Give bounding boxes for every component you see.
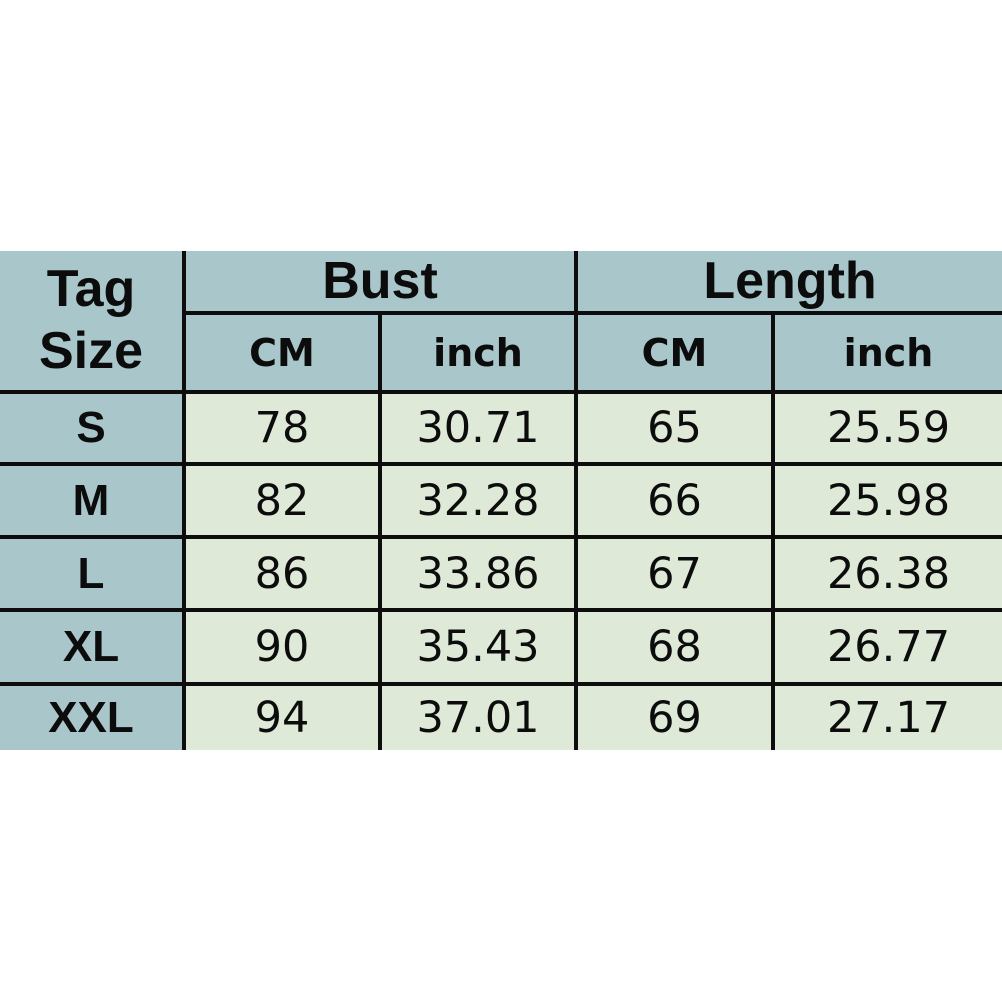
length-cm-value: 67 [576,537,775,612]
size-label: M [0,464,186,539]
size-label: XXL [0,684,186,750]
corner-header-line2: Size [38,321,144,380]
length-inch-value: 27.17 [773,684,1002,750]
bust-cm-value: 90 [184,610,382,686]
bust-cm-value: 86 [184,537,382,612]
group-header-row: Tag Size Bust Length [0,251,1002,394]
unit-header-length-cm: CM [576,313,775,394]
unit-header-bust-inch: inch [380,313,578,394]
table-row-xxl: XXL 94 37.01 69 27.17 [0,684,1002,750]
length-inch-value: 26.38 [773,537,1002,612]
size-label: L [0,537,186,612]
size-label: S [0,392,186,466]
length-inch-value: 25.98 [773,464,1002,539]
table-row-l: L 86 33.86 67 26.38 [0,537,1002,612]
length-cm-value: 69 [576,684,775,750]
size-label: XL [0,610,186,686]
group-header-length: Length [576,251,1002,315]
unit-header-row: CM inch CM inch [0,313,1002,394]
bust-cm-value: 78 [184,392,382,466]
bust-inch-value: 35.43 [380,610,578,686]
length-inch-value: 26.77 [773,610,1002,686]
bust-inch-value: 32.28 [380,464,578,539]
length-cm-value: 66 [576,464,775,539]
length-cm-value: 68 [576,610,775,686]
bust-inch-value: 30.71 [380,392,578,466]
bust-cm-value: 82 [184,464,382,539]
bust-cm-value: 94 [184,684,382,750]
bust-inch-value: 37.01 [380,684,578,750]
corner-header-line1: Tag [46,260,136,319]
bust-inch-value: 33.86 [380,537,578,612]
corner-header-tag-size: Tag Size [0,251,186,394]
unit-header-bust-cm: CM [184,313,382,394]
unit-header-length-inch: inch [773,313,1002,394]
table-row-xl: XL 90 35.43 68 26.77 [0,610,1002,686]
table-row-m: M 82 32.28 66 25.98 [0,464,1002,539]
group-header-bust: Bust [184,251,578,315]
table-row-s: S 78 30.71 65 25.59 [0,392,1002,466]
size-chart-table: Tag Size Bust Length CM inch CM inch S 7… [0,251,1002,750]
length-cm-value: 65 [576,392,775,466]
length-inch-value: 25.59 [773,392,1002,466]
